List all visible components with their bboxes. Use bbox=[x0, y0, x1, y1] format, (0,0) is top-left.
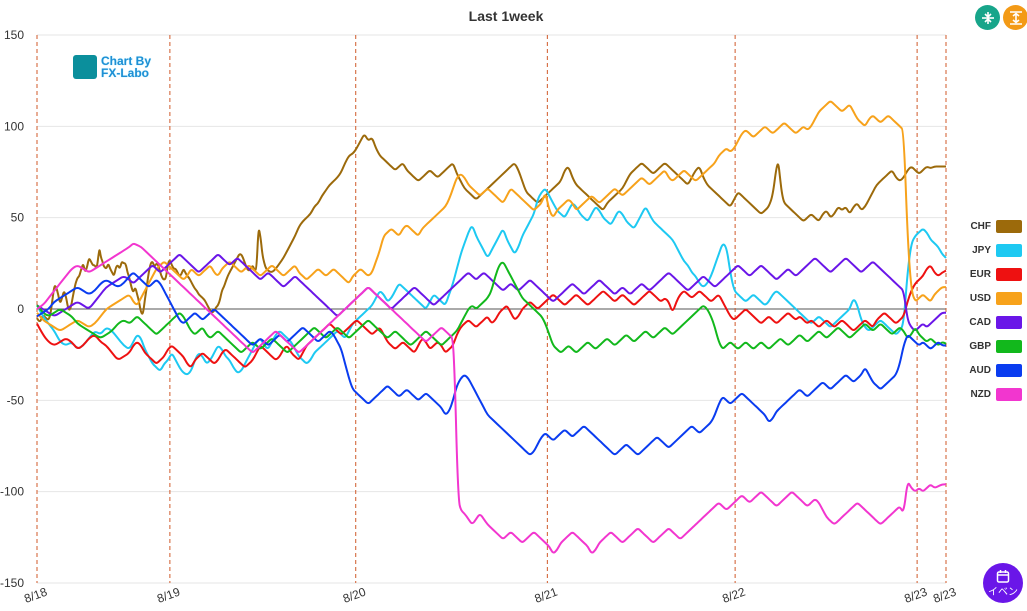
series-line-usd bbox=[36, 100, 946, 331]
series-line-jpy bbox=[36, 188, 947, 376]
collapse-icon[interactable] bbox=[975, 5, 1000, 30]
legend-swatch bbox=[996, 315, 1022, 329]
legend-item-gbp[interactable]: GBP bbox=[962, 334, 1022, 358]
legend-label: CHF bbox=[970, 220, 991, 232]
series-group bbox=[36, 100, 947, 554]
legend-label: JPY bbox=[972, 244, 991, 256]
series-line-gbp bbox=[36, 261, 947, 353]
calendar-icon bbox=[996, 569, 1010, 583]
legend-item-eur[interactable]: EUR bbox=[962, 262, 1022, 286]
logo-line2: FX-Labo bbox=[101, 66, 149, 80]
legend-swatch bbox=[996, 243, 1022, 257]
series-line-cad bbox=[36, 254, 946, 331]
y-tick-label: -100 bbox=[0, 485, 24, 499]
legend-swatch bbox=[996, 363, 1022, 377]
x-tick-label: 8/18 bbox=[22, 585, 49, 606]
x-tick-label: 8/23 bbox=[902, 585, 929, 606]
series-line-chf bbox=[36, 134, 946, 323]
legend-swatch bbox=[996, 339, 1022, 353]
legend-item-nzd[interactable]: NZD bbox=[962, 382, 1022, 406]
legend-item-aud[interactable]: AUD bbox=[962, 358, 1022, 382]
x-tick-label: 8/20 bbox=[341, 585, 368, 606]
y-tick-label: 100 bbox=[4, 119, 24, 133]
y-tick-label: -150 bbox=[0, 576, 24, 590]
legend-item-cad[interactable]: CAD bbox=[962, 310, 1022, 334]
series-line-aud bbox=[36, 272, 946, 456]
series-line-nzd bbox=[36, 242, 946, 554]
legend: CHF JPY EUR USD CAD GBP AUD NZD bbox=[962, 214, 1022, 406]
legend-item-usd[interactable]: USD bbox=[962, 286, 1022, 310]
series-line-eur bbox=[36, 265, 947, 368]
legend-label: EUR bbox=[969, 268, 991, 280]
y-tick-label: 50 bbox=[11, 211, 25, 225]
legend-item-jpy[interactable]: JPY bbox=[962, 238, 1022, 262]
logo-line1: Chart By bbox=[101, 54, 152, 68]
x-tick-label: 8/22 bbox=[720, 585, 747, 606]
legend-item-chf[interactable]: CHF bbox=[962, 214, 1022, 238]
legend-swatch bbox=[996, 219, 1022, 233]
legend-label: AUD bbox=[969, 364, 991, 376]
event-button[interactable]: イベン bbox=[983, 563, 1023, 603]
x-tick-label: 8/23 bbox=[931, 585, 958, 606]
legend-label: USD bbox=[969, 292, 991, 304]
y-tick-label: 150 bbox=[4, 28, 24, 42]
legend-label: CAD bbox=[969, 316, 991, 328]
chart-title: Last 1week bbox=[469, 8, 544, 24]
y-tick-label: 0 bbox=[17, 302, 24, 316]
grid bbox=[36, 34, 947, 584]
event-label: イベン bbox=[988, 586, 1018, 598]
logo-chart-icon bbox=[73, 55, 97, 79]
legend-swatch bbox=[996, 291, 1022, 305]
legend-swatch bbox=[996, 267, 1022, 281]
legend-swatch bbox=[996, 387, 1022, 401]
y-tick-label: -50 bbox=[7, 393, 25, 407]
legend-label: GBP bbox=[969, 340, 991, 352]
x-tick-label: 8/19 bbox=[155, 585, 182, 606]
expand-icon[interactable] bbox=[1003, 5, 1027, 30]
fx-labo-logo: Chart By FX-Labo bbox=[73, 55, 151, 79]
x-tick-label: 8/21 bbox=[533, 585, 560, 606]
legend-label: NZD bbox=[970, 388, 991, 400]
